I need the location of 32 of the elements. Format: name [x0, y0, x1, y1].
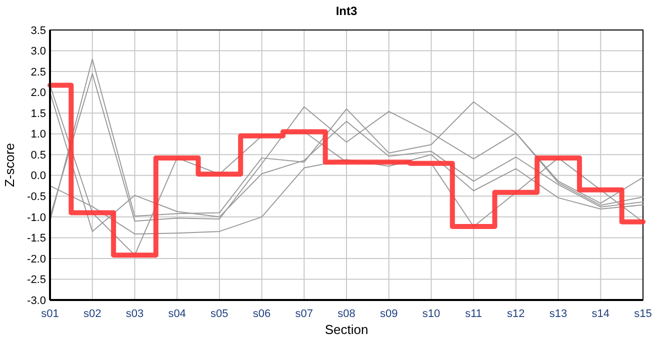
y-axis-title: Z-score: [2, 142, 17, 188]
x-tick-label: s01: [41, 308, 59, 320]
x-tick-label: s10: [422, 308, 440, 320]
y-tick-label: 3.0: [30, 46, 46, 58]
x-tick-label: s04: [168, 308, 186, 320]
x-tick-label: s08: [338, 308, 356, 320]
x-tick-label: s14: [592, 308, 610, 320]
y-tick-label: -2.5: [27, 274, 46, 286]
x-tick-label: s06: [252, 308, 271, 320]
chart-title: Int3: [336, 4, 358, 18]
y-tick-label: -3.0: [27, 294, 46, 307]
x-tick-label: s05: [210, 308, 228, 320]
x-tick-label: s12: [507, 308, 525, 320]
x-tick-label: s03: [126, 308, 144, 320]
y-tick-label: 3.5: [30, 24, 46, 37]
y-tick-label: -1.0: [27, 212, 46, 224]
y-tick-label: 2.0: [30, 87, 46, 100]
y-tick-label: 0.5: [30, 149, 46, 162]
y-tick-label: 1.5: [30, 108, 46, 120]
y-tick-label: -2.0: [27, 253, 46, 266]
x-tick-label: s09: [380, 308, 398, 320]
x-tick-label: s11: [465, 308, 482, 320]
x-tick-label: s07: [295, 308, 314, 320]
y-tick-label: -1.5: [27, 232, 46, 245]
x-tick-label: s02: [83, 308, 102, 320]
y-tick-label: 2.5: [30, 66, 46, 78]
x-tick-label: s15: [634, 308, 652, 320]
y-tick-label: -0.5: [27, 191, 46, 204]
y-tick-label: 1.0: [30, 128, 46, 141]
x-tick-label: s13: [549, 308, 568, 320]
x-axis-title: Section: [324, 322, 368, 337]
y-tick-label: 0.0: [30, 170, 46, 182]
